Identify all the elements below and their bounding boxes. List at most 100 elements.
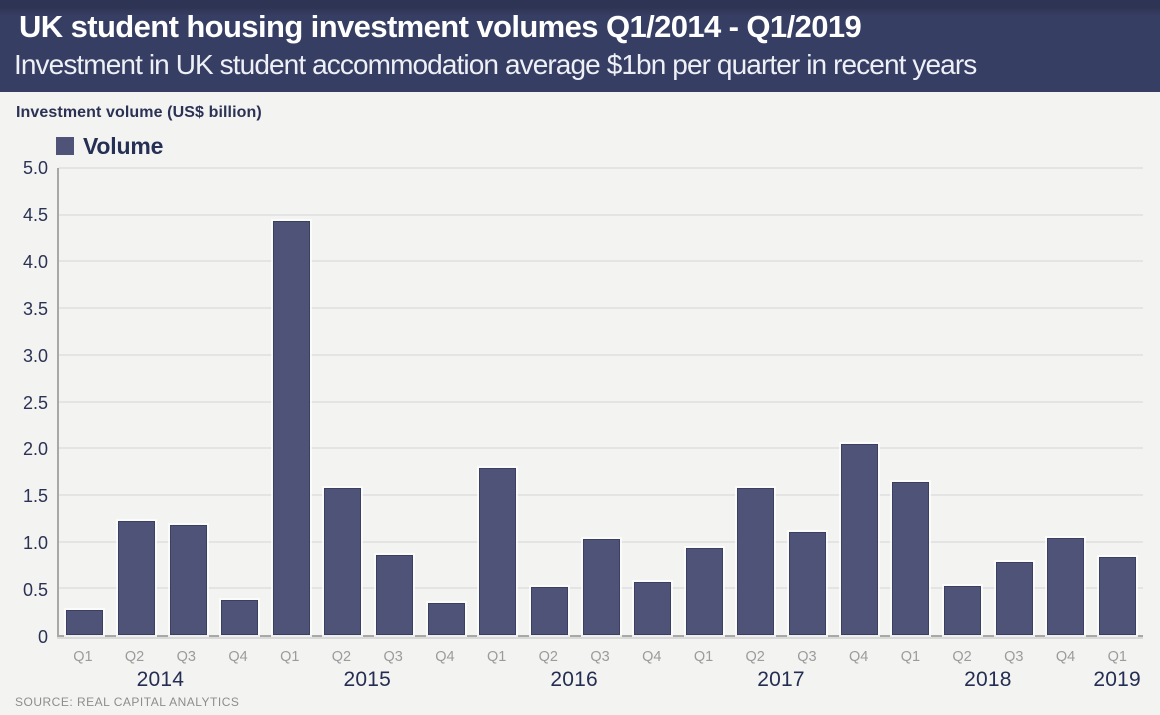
y-tick-label: 3.0 bbox=[22, 345, 48, 366]
x-tick-label: Q3 bbox=[1004, 649, 1024, 665]
y-axis-title: Investment volume (US$ billion) bbox=[16, 104, 262, 121]
bar-slot bbox=[1092, 168, 1144, 635]
bars bbox=[59, 168, 1143, 635]
y-tick-label: 1.0 bbox=[22, 533, 48, 554]
volume-bar bbox=[840, 443, 878, 635]
bar-slot bbox=[266, 168, 318, 635]
bar-slot bbox=[59, 168, 111, 635]
x-tick-label: Q1 bbox=[73, 649, 93, 665]
year-label: 2018 bbox=[964, 668, 1012, 691]
gridline bbox=[59, 260, 1143, 263]
volume-bar bbox=[117, 521, 155, 635]
y-tick-label: 1.5 bbox=[22, 486, 48, 507]
gridline bbox=[59, 353, 1143, 356]
volume-bar bbox=[221, 599, 259, 635]
volume-bar bbox=[479, 467, 517, 635]
bar-slot bbox=[782, 168, 834, 635]
chart-subtitle: Investment in UK student accommodation a… bbox=[14, 49, 977, 80]
year-label: 2019 bbox=[1093, 668, 1141, 691]
bar-slot bbox=[988, 168, 1040, 635]
x-tick-label: Q2 bbox=[952, 649, 972, 665]
legend-swatch-icon bbox=[56, 137, 74, 155]
volume-bar bbox=[995, 562, 1033, 635]
y-tick-label: 3.5 bbox=[22, 298, 48, 319]
x-tick-label: Q4 bbox=[848, 649, 869, 665]
x-tick-label: Q2 bbox=[538, 649, 558, 665]
bar-slot bbox=[679, 168, 731, 635]
volume-bar bbox=[324, 488, 362, 635]
y-tick-label: 0.5 bbox=[22, 580, 48, 601]
plot-area bbox=[57, 167, 1143, 637]
x-tick-label: Q3 bbox=[797, 649, 817, 665]
year-label: 2015 bbox=[343, 668, 392, 691]
volume-bar bbox=[892, 481, 930, 635]
legend: Volume bbox=[56, 132, 164, 159]
volume-bar bbox=[582, 538, 620, 635]
x-tick-label: Q1 bbox=[280, 649, 300, 665]
volume-bar bbox=[66, 609, 104, 635]
volume-bar bbox=[737, 488, 775, 635]
volume-bar bbox=[634, 581, 672, 635]
volume-bar bbox=[789, 532, 827, 635]
volume-bar bbox=[685, 548, 723, 635]
y-tick-label: 4.5 bbox=[22, 204, 48, 225]
x-tick-label: Q3 bbox=[590, 649, 610, 665]
x-tick-label: Q4 bbox=[1055, 649, 1076, 665]
gridline bbox=[59, 400, 1143, 403]
x-tick-label: Q3 bbox=[176, 649, 196, 665]
volume-bar bbox=[1098, 556, 1136, 635]
volume-bar bbox=[1047, 537, 1085, 635]
gridline bbox=[59, 447, 1143, 450]
source-note: SOURCE: REAL CAPITAL ANALYTICS bbox=[15, 695, 240, 709]
bar-slot bbox=[1040, 168, 1092, 635]
bar-slot bbox=[575, 168, 627, 635]
x-tick-label: Q2 bbox=[124, 649, 145, 665]
y-tick-label: 0 bbox=[37, 627, 48, 647]
x-axis-quarter-labels: Q1 Q2 Q3 Q4 Q1 Q2 Q3 Q4 Q1 Q2 Q3 Q4 Q1 Q2 Q3 Q4 Q1 Q2 Q3 Q4… bbox=[57, 649, 1143, 665]
gridline bbox=[59, 167, 1143, 169]
bar-slot bbox=[317, 168, 369, 635]
x-tick-label: Q1 bbox=[1107, 649, 1127, 665]
x-tick-label: Q3 bbox=[383, 649, 403, 665]
bar-slot bbox=[214, 168, 266, 635]
year-label: 2014 bbox=[136, 668, 185, 691]
gridline bbox=[59, 493, 1143, 496]
gridline bbox=[59, 213, 1143, 216]
volume-bar bbox=[376, 554, 414, 635]
bar-slot bbox=[730, 168, 782, 635]
bar-slot bbox=[627, 168, 679, 635]
x-tick-label: Q4 bbox=[228, 649, 248, 665]
bar-slot bbox=[885, 168, 937, 635]
volume-bar bbox=[169, 524, 207, 635]
x-tick-label: Q1 bbox=[486, 649, 507, 665]
x-tick-label: Q1 bbox=[900, 649, 921, 665]
y-axis-labels: 0 0.5 1.0 1.5 2.0 2.5 3.0 3.5 4.0 4.5 5.0 bbox=[0, 158, 48, 647]
bar-slot bbox=[524, 168, 576, 635]
volume-bar bbox=[943, 585, 981, 635]
year-label: 2016 bbox=[550, 668, 598, 691]
x-tick-label: Q4 bbox=[435, 649, 455, 665]
volume-bar bbox=[272, 221, 310, 635]
y-tick-label: 5.0 bbox=[22, 158, 48, 178]
y-tick-label: 2.5 bbox=[22, 392, 48, 413]
chart-title: UK student housing investment volumes Q1… bbox=[19, 9, 862, 44]
gridline bbox=[59, 307, 1143, 310]
x-tick-label: Q1 bbox=[693, 649, 714, 665]
bar-slot bbox=[472, 168, 524, 635]
bar-slot bbox=[937, 168, 989, 635]
bar-slot bbox=[111, 168, 163, 635]
y-tick-label: 4.0 bbox=[22, 251, 48, 272]
year-label: 2017 bbox=[757, 668, 805, 691]
x-tick-label: Q2 bbox=[745, 649, 765, 665]
bar-slot bbox=[369, 168, 421, 635]
volume-bar bbox=[427, 603, 465, 635]
chart-header: UK student housing investment volumes Q1… bbox=[0, 0, 1160, 92]
volume-bar bbox=[530, 587, 568, 635]
bar-slot bbox=[833, 168, 885, 635]
x-tick-label: Q2 bbox=[331, 649, 352, 665]
legend-label: Volume bbox=[83, 132, 164, 159]
bar-slot bbox=[420, 168, 472, 635]
x-axis-year-labels: 2014 2015 2016 2017 2018 2019 bbox=[57, 668, 1143, 692]
x-tick-label: Q4 bbox=[642, 649, 662, 665]
